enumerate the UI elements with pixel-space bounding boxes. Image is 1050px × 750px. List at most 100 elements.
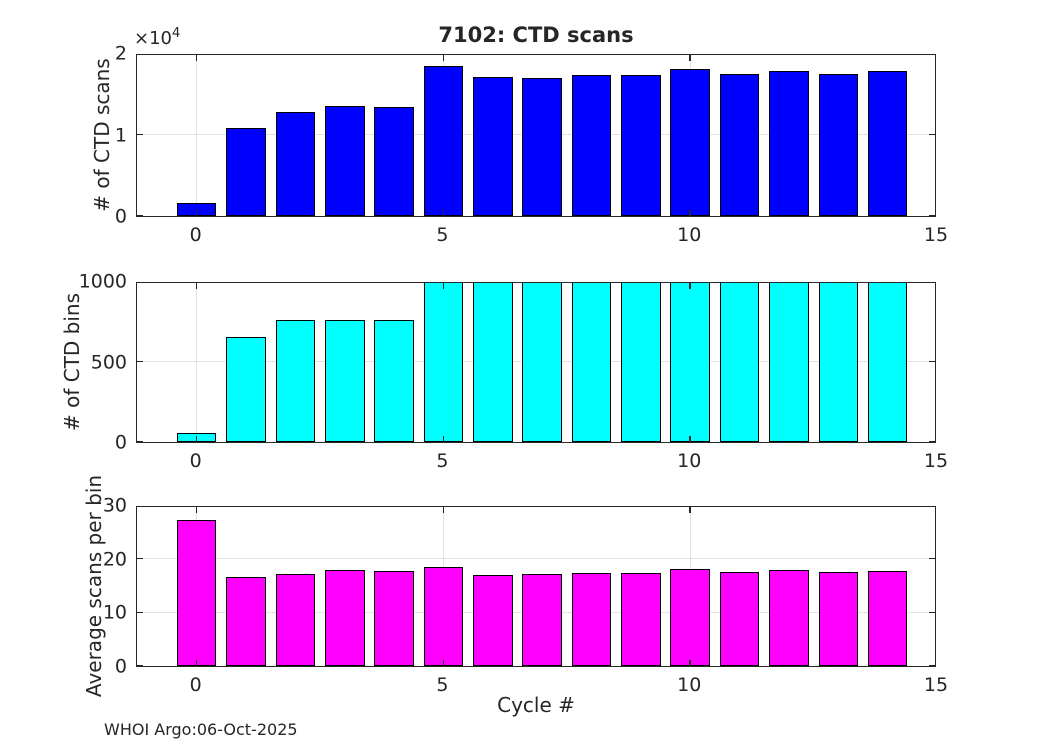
bar-cycle-1 bbox=[226, 337, 266, 442]
y-tick-label: 1000 bbox=[78, 270, 127, 293]
bar-cycle-6 bbox=[473, 283, 513, 442]
x-tick-label: 5 bbox=[436, 450, 449, 472]
bar-cycle-5 bbox=[423, 283, 464, 442]
bar-cycle-9 bbox=[621, 74, 661, 216]
subplot-ctd-scans bbox=[136, 54, 936, 217]
y-tick-mark bbox=[929, 557, 935, 560]
x-tick-mark bbox=[195, 55, 198, 61]
bar-cycle-7 bbox=[522, 574, 562, 666]
y-axis-exponent-label: ×104 bbox=[134, 26, 180, 49]
bar-cycle-5 bbox=[423, 66, 464, 216]
y-tick-label: 0 bbox=[114, 431, 127, 454]
x-tick-mark bbox=[442, 507, 445, 513]
y-tick-mark bbox=[929, 611, 935, 614]
subplot-ctd-bins bbox=[136, 282, 936, 443]
x-tick-mark bbox=[195, 660, 198, 666]
x-tick-mark bbox=[442, 210, 445, 216]
bar-cycle-0 bbox=[176, 519, 217, 666]
x-tick-mark bbox=[195, 283, 198, 289]
bar-cycle-4 bbox=[374, 571, 414, 666]
y-tick-mark bbox=[137, 611, 143, 614]
x-tick-mark bbox=[442, 55, 445, 61]
bar-cycle-6 bbox=[473, 574, 513, 666]
bar-cycle-1 bbox=[226, 576, 266, 666]
x-tick-mark bbox=[689, 660, 691, 666]
y-tick-mark bbox=[137, 557, 143, 560]
bar-cycle-2 bbox=[275, 574, 316, 666]
y-tick-mark bbox=[137, 133, 143, 136]
x-tick-label: 15 bbox=[923, 224, 949, 246]
bar-cycle-14 bbox=[867, 570, 908, 666]
y-tick-label: 2 bbox=[114, 42, 127, 65]
bar-cycle-9 bbox=[621, 283, 661, 442]
y-tick-mark bbox=[137, 441, 143, 442]
y-tick-mark bbox=[929, 360, 935, 363]
x-tick-label: 15 bbox=[923, 674, 949, 696]
bar-cycle-10 bbox=[670, 283, 710, 442]
x-tick-mark bbox=[195, 507, 198, 513]
y-tick-label: 0 bbox=[114, 205, 127, 228]
bar-cycle-12 bbox=[769, 283, 809, 442]
y-tick-mark bbox=[929, 215, 935, 216]
x-tick-mark bbox=[689, 283, 691, 289]
y-tick-label: 10 bbox=[102, 601, 127, 624]
bar-cycle-7 bbox=[522, 77, 562, 216]
bar-cycle-11 bbox=[719, 73, 760, 216]
bar-cycle-5 bbox=[423, 567, 464, 666]
subplot-avg-scans-per-bin bbox=[136, 506, 936, 667]
x-tick-label: 5 bbox=[436, 674, 449, 696]
bar-cycle-12 bbox=[769, 570, 809, 666]
y-tick-label: 30 bbox=[102, 494, 127, 517]
bar-cycle-4 bbox=[374, 107, 414, 216]
x-tick-label: 15 bbox=[923, 450, 949, 472]
y-tick-label: 20 bbox=[102, 548, 127, 571]
x-tick-mark bbox=[689, 55, 691, 61]
x-tick-label: 10 bbox=[677, 674, 702, 696]
bar-cycle-13 bbox=[818, 572, 859, 666]
x-tick-label: 0 bbox=[189, 224, 202, 246]
x-axis-label: Cycle # bbox=[497, 693, 575, 717]
bar-cycle-14 bbox=[867, 70, 908, 216]
bar-cycle-4 bbox=[374, 320, 414, 442]
y-tick-mark bbox=[137, 360, 143, 363]
chart-title: 7102: CTD scans bbox=[438, 23, 634, 47]
x-tick-mark bbox=[689, 210, 691, 216]
y-tick-label: 500 bbox=[90, 351, 127, 373]
y-axis-label-bins: # of CTD bins bbox=[60, 292, 84, 432]
x-tick-label: 10 bbox=[677, 224, 702, 246]
bar-cycle-3 bbox=[325, 320, 365, 442]
bar-cycle-10 bbox=[670, 68, 710, 216]
bar-cycle-1 bbox=[226, 128, 266, 216]
bar-cycle-12 bbox=[769, 70, 809, 216]
bar-cycle-3 bbox=[325, 106, 365, 216]
x-tick-mark bbox=[442, 436, 445, 442]
gridline-horizontal bbox=[137, 558, 935, 560]
y-axis-label-scans: # of CTD scans bbox=[90, 58, 114, 212]
y-tick-mark bbox=[929, 441, 935, 442]
bar-cycle-9 bbox=[621, 572, 661, 666]
footer-annotation: WHOI Argo:06-Oct-2025 bbox=[104, 720, 298, 739]
x-tick-mark bbox=[689, 436, 691, 442]
bar-cycle-2 bbox=[275, 320, 316, 442]
bar-cycle-2 bbox=[275, 111, 316, 216]
x-tick-mark bbox=[195, 436, 198, 442]
y-tick-mark bbox=[929, 665, 935, 666]
y-axis-label-avg: Average scans per bin bbox=[82, 474, 106, 698]
bar-cycle-14 bbox=[867, 283, 908, 442]
y-tick-mark bbox=[929, 133, 935, 136]
x-tick-mark bbox=[689, 507, 691, 513]
x-tick-label: 0 bbox=[189, 674, 202, 696]
bar-cycle-8 bbox=[571, 75, 612, 216]
bar-cycle-10 bbox=[670, 569, 710, 666]
x-tick-label: 0 bbox=[189, 450, 202, 472]
x-tick-mark bbox=[442, 660, 445, 666]
y-tick-label: 1 bbox=[114, 124, 127, 146]
bar-cycle-11 bbox=[719, 572, 760, 666]
x-tick-mark bbox=[195, 210, 198, 216]
bar-cycle-13 bbox=[818, 73, 859, 216]
bar-cycle-11 bbox=[719, 283, 760, 442]
exponent-base: ×10 bbox=[134, 28, 172, 49]
x-tick-mark bbox=[442, 283, 445, 289]
bar-cycle-13 bbox=[818, 283, 859, 442]
